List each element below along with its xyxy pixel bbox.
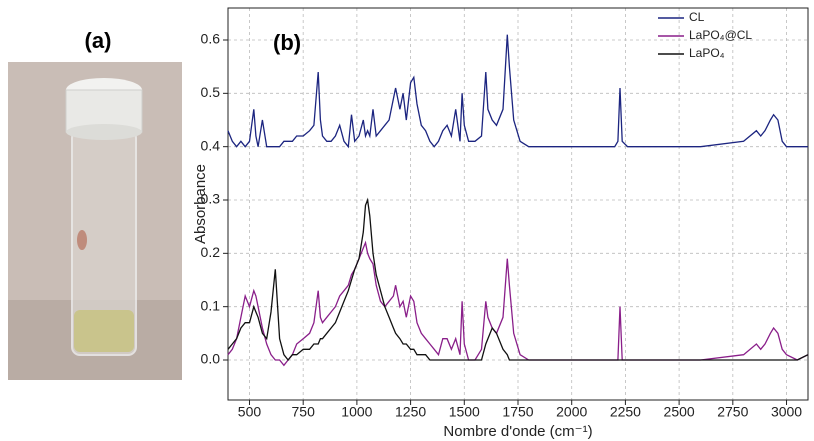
x-tick-label: 500 [238,404,262,420]
x-tick-label: 1750 [502,404,533,420]
x-tick-label: 1000 [341,404,372,420]
x-tick-label: 3000 [771,404,802,420]
legend-label: CL [689,10,705,24]
x-axis-title: Nombre d'onde (cm⁻¹) [443,423,592,440]
y-tick-label: 0.4 [201,137,221,153]
y-tick-label: 0.3 [201,191,221,207]
cap-bottom [66,124,142,140]
x-tick-label: 1500 [449,404,480,420]
x-tick-label: 1250 [395,404,426,420]
x-tick-label: 2750 [717,404,748,420]
panel-label: (a) [85,28,112,53]
series-line [227,197,809,362]
series-line [227,34,808,149]
chart: 500 750 1000 1250 1500 1750 2000 2250 2500 2750 30… [192,7,809,440]
legend-label: LaPO₄@CL [689,28,752,42]
vial-stain [77,230,87,250]
x-tick-label: 2250 [610,404,641,420]
x-tick-label: 2000 [556,404,587,420]
panel-label: (b) [273,30,301,55]
x-tick-label: 2500 [664,404,695,420]
y-tick-label: 0.0 [201,351,221,367]
plot-frame [227,7,809,401]
y-tick-label: 0.6 [201,31,221,47]
y-tick-label: 0.1 [201,297,221,313]
x-tick-label: 750 [292,404,316,420]
vial-liquid [74,310,134,352]
legend-label: LaPO₄ [689,46,725,60]
y-tick-label: 0.2 [201,244,221,260]
y-axis-title: Absorbance [192,164,209,244]
photo [8,62,182,380]
y-tick-label: 0.5 [201,84,221,100]
